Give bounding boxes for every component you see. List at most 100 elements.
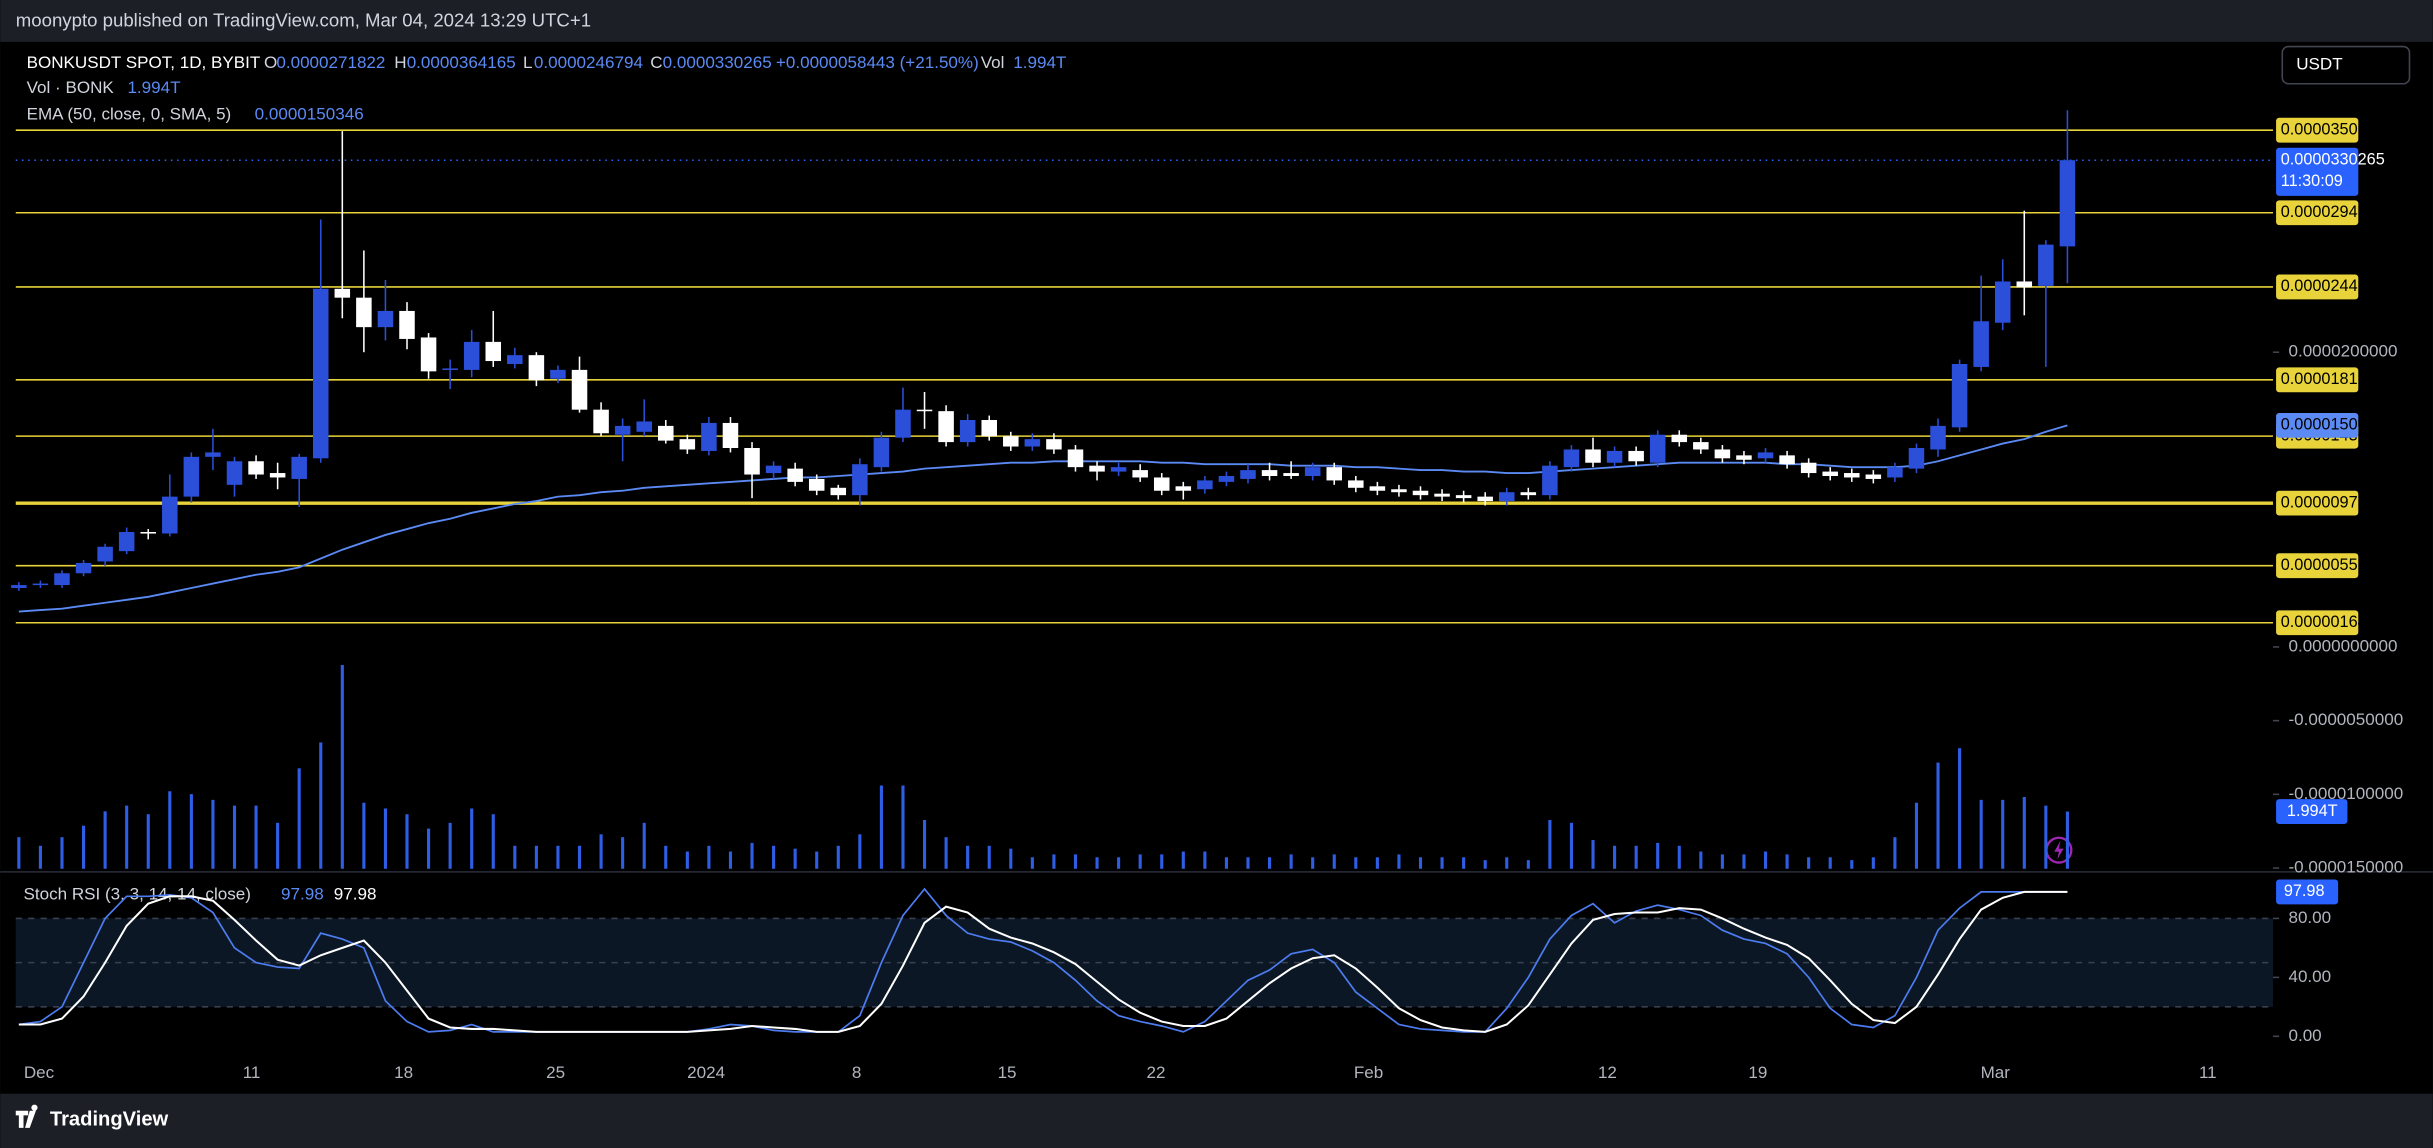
volume-bar [448,822,452,869]
volume-bar [1548,819,1552,869]
currency-button-label[interactable]: USDT [2296,55,2343,74]
volume-bar [556,845,560,869]
candle-body [1153,477,1170,491]
candle-body [291,456,307,479]
volume-bar [168,791,172,869]
candle-body [54,573,70,586]
volume-bar [1785,854,1789,869]
volume-bar [81,825,86,869]
candle-body [1994,281,2011,323]
ema-legend: EMA (50, close, 0, SMA, 5) [27,104,232,123]
candle-body [1822,471,1838,476]
candle-body [1261,470,1278,476]
candle-body [140,532,156,534]
candle-body [377,310,394,328]
x-tick-label: 25 [546,1063,565,1082]
volume-bar [1505,857,1509,869]
volume-label-box [2276,799,2348,824]
volume-bar [1763,851,1768,869]
volume-bar [1569,822,1574,869]
close-value: 0.0000330265 [663,53,772,72]
volume-bar [1720,854,1724,869]
candle-body [463,341,480,370]
volume-bar [1073,854,1078,869]
level-label-box [2276,274,2359,300]
stoch-legend: Stoch RSI (3, 3, 14, 14, close) [24,885,251,904]
candle-body [1089,465,1105,472]
volume-bar [621,837,625,869]
volume-label: 1.994T [2287,802,2338,820]
ohlc-letter: L [523,53,532,72]
volume-bar [1397,854,1401,869]
currency-button-box[interactable] [2281,45,2411,85]
candle-body [1542,465,1558,496]
volume-bar [1462,857,1466,869]
volume-bar [38,845,42,869]
volume-bar [383,808,387,869]
candle-body [1132,470,1148,478]
volume-bar [1613,845,1617,869]
volume-bar [1742,854,1746,869]
stoch-d-line [18,890,2068,1033]
candle-body [420,337,437,372]
volume-bar [750,842,754,869]
candle-body [1606,450,1623,463]
volume-bar [1203,851,1207,869]
volume-bar [405,814,409,869]
candle-body [679,439,696,450]
candle-body [485,341,502,362]
countdown-label: 11:30:09 [2281,172,2343,190]
currency-button[interactable]: USDT [2281,45,2411,85]
candle-body [1304,467,1321,476]
stoch-k-legend-value: 97.98 [281,885,324,904]
volume-bar [146,814,150,869]
volume-bars [17,664,2069,869]
candle-body [550,369,566,379]
candle-body [1499,492,1515,502]
volume-bar [1893,837,1897,869]
x-tick-label: 11 [2199,1063,2217,1082]
candle-body [1628,450,1644,462]
volume-bar [664,845,668,869]
volume-bar [1850,860,1854,869]
vol-value: 1.994T [1013,53,1067,72]
volume-bar [2022,797,2026,869]
candle-body [1434,493,1450,497]
volume-bar [642,822,646,869]
volume-bar [362,802,366,869]
volume-bar [1332,854,1336,869]
level-label: 0.0000055146 [2281,556,2385,574]
level-label-box [2276,610,2359,636]
x-tick-label: Dec [24,1063,55,1082]
candle-body [1563,449,1580,468]
volume-bar [599,834,603,869]
candle-body [1024,439,1041,447]
brand-logo [15,1104,38,1128]
candle-body [97,546,113,562]
stoch-d-legend-value: 97.98 [334,885,377,904]
candle-body [528,355,545,381]
candle-body [1046,439,1062,450]
volume-bar [513,845,517,869]
volume-bar [1807,857,1811,869]
volume-bar [1526,860,1530,869]
candle-body [442,368,458,370]
level-label: 0.0000181254 [2281,370,2385,388]
candle-body [1348,480,1364,488]
x-tick-label: 22 [1147,1063,1166,1082]
candle-body [1887,467,1903,478]
candle-body [1649,434,1666,463]
candle-body [162,496,178,534]
volume-bar [1224,857,1228,869]
volume-bar [232,805,237,869]
candle-body [1714,449,1731,459]
level-label-box [2276,200,2359,226]
volume-bar [1052,854,1056,869]
candle-body [765,465,782,474]
volume-bar [944,837,948,869]
alert-icon-bolt[interactable] [2054,840,2064,860]
candle-body [1477,496,1493,502]
volume-bar [1138,854,1142,869]
